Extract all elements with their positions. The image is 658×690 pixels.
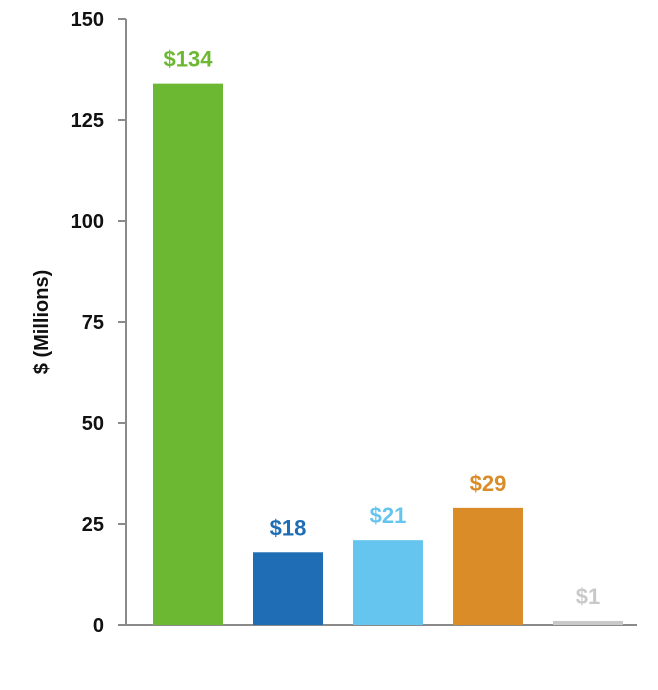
y-tick-label: 150 xyxy=(71,9,104,31)
data-label-1: $134 xyxy=(164,47,214,72)
bar-5 xyxy=(553,620,623,625)
y-tick-label: 75 xyxy=(82,312,104,334)
bar-2 xyxy=(253,552,323,625)
data-label-4: $29 xyxy=(470,471,507,496)
y-tick-label: 25 xyxy=(82,514,104,536)
data-label-2: $18 xyxy=(270,515,307,540)
data-label-5: $1 xyxy=(576,584,600,609)
y-axis-title: $ (Millions) xyxy=(31,270,53,374)
y-tick-label: 0 xyxy=(93,615,104,637)
data-labels: $134 $18 $21 $29 $1 xyxy=(164,47,601,609)
y-tick-label: 125 xyxy=(71,110,104,132)
data-label-3: $21 xyxy=(370,503,407,528)
y-ticks: 0 25 50 75 100 125 150 xyxy=(71,9,126,637)
bars xyxy=(153,83,623,625)
bar-4 xyxy=(453,507,523,625)
y-tick-label: 100 xyxy=(71,211,104,233)
bar-3 xyxy=(353,540,423,625)
bar-1 xyxy=(153,83,223,625)
y-tick-label: 50 xyxy=(82,413,104,435)
